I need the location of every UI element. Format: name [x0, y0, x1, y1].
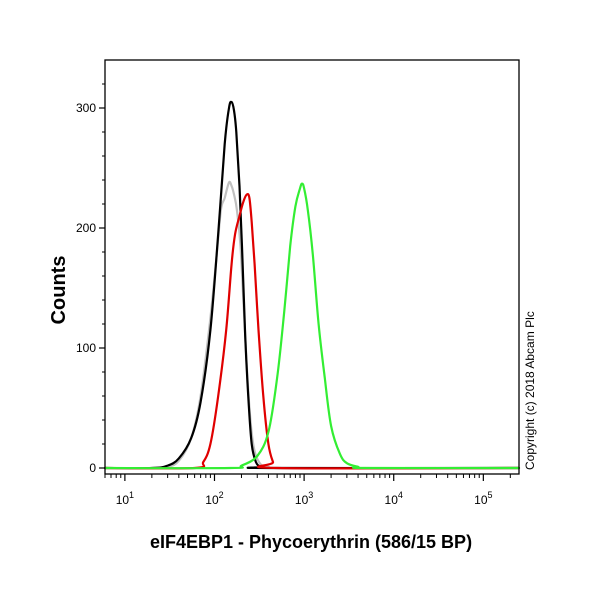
series-line-3 — [103, 192, 521, 470]
series-line-1 — [150, 180, 521, 470]
x-axis-label: eIF4EBP1 - Phycoerythrin (586/15 BP) — [150, 532, 472, 552]
axis-layer: 0 100 200 300 101 102 103 104 105 — [76, 83, 511, 507]
x-tick-label: 101 — [116, 490, 134, 507]
y-tick-label: 300 — [76, 101, 96, 115]
y-tick-label: 200 — [76, 221, 96, 235]
y-axis-label: Counts — [48, 256, 70, 325]
series-line-2 — [103, 100, 521, 470]
x-tick-label: 103 — [295, 490, 313, 507]
series-line-4 — [103, 182, 521, 470]
x-tick-label: 102 — [205, 490, 223, 507]
series-layer — [103, 100, 521, 470]
y-tick-label: 100 — [76, 341, 96, 355]
copyright-annotation: Copyright (c) 2018 Abcam Plc — [523, 311, 537, 470]
x-tick-label: 105 — [474, 490, 492, 507]
x-tick-label: 104 — [385, 490, 403, 507]
plot-frame — [104, 59, 520, 475]
y-tick-label: 0 — [89, 461, 96, 475]
